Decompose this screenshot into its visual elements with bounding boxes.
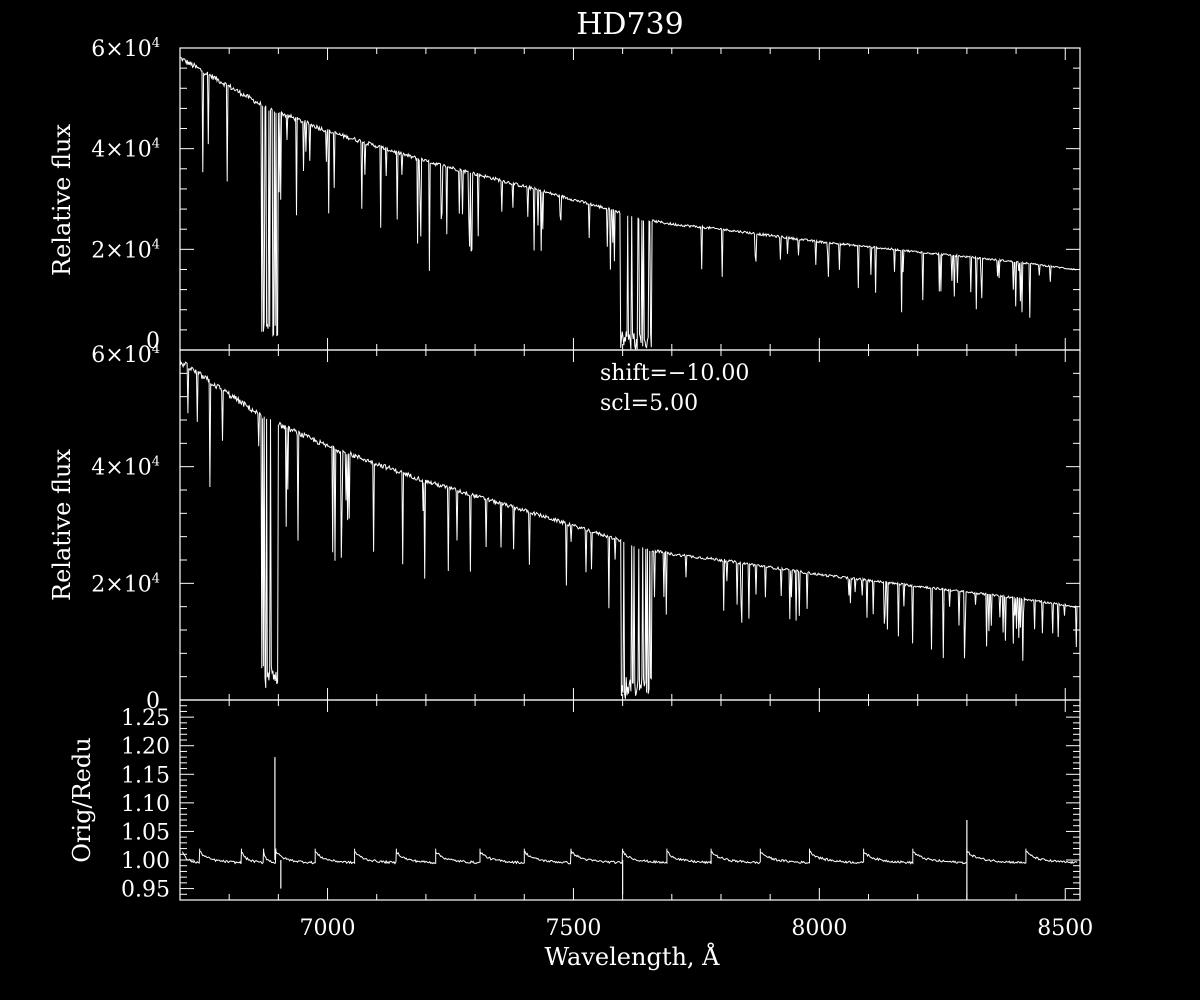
bottom-ylabel: Orig/Redu [68, 737, 96, 862]
y-tick-label: 4×104 [91, 455, 160, 481]
middle-ylabel: Relative flux [48, 449, 76, 601]
y-tick-label: 1.20 [121, 735, 170, 760]
scale-annotation: scl=5.00 [600, 391, 698, 416]
y-tick-label: 0 [146, 689, 160, 714]
y-tick-label: 0 [146, 329, 160, 354]
y-tick-label: 1.25 [121, 706, 170, 731]
x-tick-label: 7000 [300, 916, 356, 941]
panel-frame [179, 699, 1081, 901]
y-tick-label: 2×104 [91, 571, 160, 597]
panel-frame [179, 47, 1081, 351]
spectrum-line [179, 56, 1078, 350]
y-tick-label: 6×104 [91, 36, 160, 62]
x-tick-label: 8000 [791, 916, 847, 941]
x-tick-label: 8500 [1037, 916, 1093, 941]
spectrum-line [179, 358, 1078, 699]
y-tick-label: 6×104 [91, 342, 160, 368]
y-tick-label: 1.00 [121, 849, 170, 874]
y-tick-label: 1.15 [121, 763, 170, 788]
chart-title: HD739 [576, 7, 683, 42]
y-tick-label: 4×104 [91, 137, 160, 163]
x-axis-label: Wavelength, Å [544, 942, 720, 971]
y-tick-label: 1.10 [121, 792, 170, 817]
y-tick-label: 0.95 [121, 878, 170, 903]
top-ylabel: Relative flux [48, 124, 76, 276]
ratio-line [182, 848, 1078, 865]
y-tick-label: 1.05 [121, 820, 170, 845]
x-tick-label: 7500 [545, 916, 601, 941]
shift-annotation: shift=−10.00 [600, 361, 749, 386]
plot-layer: 02×1044×1046×10402×1044×1046×1040.951.00… [91, 36, 1093, 941]
y-tick-label: 2×104 [91, 237, 160, 263]
